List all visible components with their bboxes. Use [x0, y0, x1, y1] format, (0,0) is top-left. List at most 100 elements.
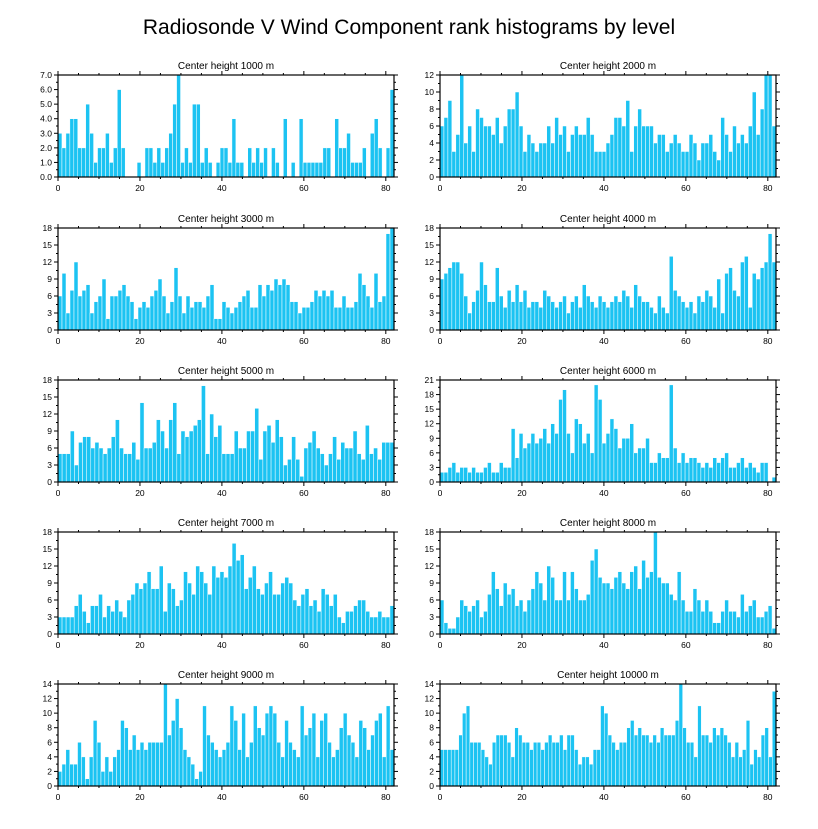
bar	[451, 151, 457, 178]
bar	[369, 616, 375, 635]
bar	[57, 453, 63, 483]
bar	[125, 295, 131, 331]
bar	[742, 749, 747, 787]
bar	[625, 438, 630, 483]
bar	[65, 453, 71, 483]
bar	[479, 117, 484, 178]
bar	[712, 457, 717, 483]
bar	[94, 442, 100, 483]
bar	[641, 734, 646, 787]
bar	[82, 436, 87, 483]
bar	[748, 307, 753, 331]
y-tick-label: 14	[425, 679, 435, 689]
bar	[341, 622, 346, 635]
figure-title: Radiosonde V Wind Component rank histogr…	[143, 16, 675, 39]
bar	[455, 472, 461, 483]
bar	[601, 301, 607, 331]
x-tick-label: 0	[56, 183, 61, 193]
panel-1: Center height 1000 m 0.0 1.0 2.0 3.0 4.0 5.0 6.…	[40, 61, 398, 193]
bar	[661, 457, 666, 483]
bar	[459, 273, 464, 331]
bar	[613, 117, 619, 178]
bar	[467, 125, 472, 178]
y-tick-label: 12	[425, 257, 435, 267]
x-tick-label: 60	[681, 488, 691, 498]
bar	[716, 462, 721, 483]
bar	[546, 565, 551, 635]
bar	[151, 742, 156, 787]
bar	[96, 742, 102, 787]
y-tick-label: 0	[47, 477, 52, 487]
bar	[566, 734, 571, 787]
x-tick-label: 60	[681, 792, 691, 802]
bar	[443, 622, 449, 635]
y-tick-label: 21	[425, 375, 435, 385]
bar	[301, 307, 307, 331]
bar	[110, 611, 115, 635]
bar	[736, 142, 741, 178]
bar	[264, 712, 270, 787]
bar	[320, 588, 326, 635]
bar	[135, 459, 141, 483]
bar	[98, 594, 103, 635]
bar	[192, 103, 197, 178]
bar	[724, 134, 729, 178]
bar	[530, 142, 536, 178]
bar	[499, 462, 504, 483]
y-tick-label: 18	[43, 223, 53, 233]
bar	[661, 582, 666, 635]
bar	[633, 284, 638, 331]
bar	[81, 147, 86, 178]
bar	[759, 462, 765, 483]
bar	[570, 734, 575, 787]
bar	[319, 720, 324, 787]
bar	[300, 594, 306, 635]
bar	[473, 742, 478, 787]
bar	[350, 742, 356, 787]
bar	[90, 447, 96, 483]
bar	[293, 301, 299, 331]
bar	[225, 453, 231, 483]
bar	[538, 438, 544, 483]
bar	[340, 442, 346, 483]
x-tick-label: 80	[381, 792, 391, 802]
bar	[465, 705, 471, 787]
y-tick-label: 6	[429, 595, 434, 605]
bar	[734, 742, 739, 787]
bar	[189, 307, 195, 331]
bar	[665, 151, 670, 178]
y-tick-label: 3	[47, 612, 52, 622]
bar	[755, 134, 761, 178]
bar	[385, 616, 391, 635]
bar	[245, 290, 251, 331]
bar	[285, 284, 291, 331]
bar	[74, 464, 79, 483]
bar	[246, 430, 251, 483]
bar	[720, 611, 725, 635]
bar	[704, 462, 710, 483]
bar	[637, 727, 642, 787]
bar	[377, 611, 383, 635]
bar	[495, 472, 500, 483]
bar	[175, 605, 180, 635]
bar	[589, 560, 595, 635]
bar	[578, 599, 583, 635]
panel-4: Center height 4000 m 0 3 6 9 12 15 18 0 20 40 60 80	[425, 214, 780, 346]
bar	[510, 428, 516, 483]
bar	[177, 295, 183, 331]
bar	[157, 278, 163, 331]
bar	[173, 267, 179, 331]
bar	[121, 147, 126, 178]
bar	[680, 452, 686, 483]
bar	[191, 594, 196, 635]
bar	[443, 472, 449, 483]
bar	[649, 462, 654, 483]
bar	[566, 433, 571, 483]
y-tick-label: 6	[47, 291, 52, 301]
bar	[128, 749, 133, 787]
bar	[593, 307, 599, 331]
bar	[353, 301, 359, 331]
x-tick-label: 60	[681, 640, 691, 650]
bar	[61, 147, 67, 178]
bar	[749, 763, 754, 787]
